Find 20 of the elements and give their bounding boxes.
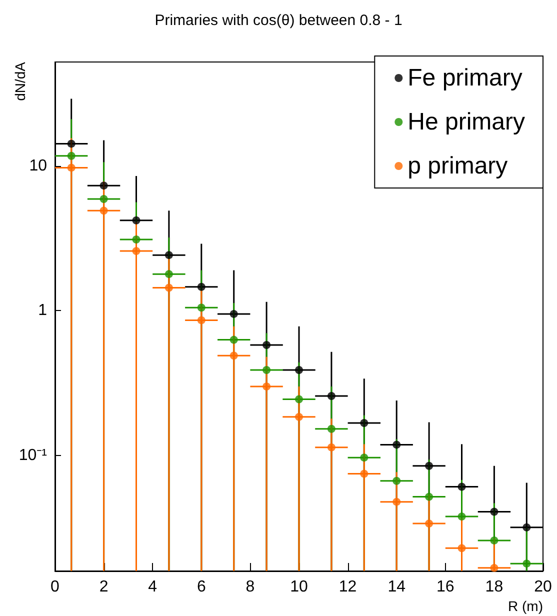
chart-title: Primaries with cos(θ) between 0.8 - 1 <box>154 12 402 29</box>
x-tick-label: 16 <box>436 578 454 596</box>
y-tick-label: 1 <box>38 302 48 320</box>
x-tick-label: 20 <box>534 578 552 596</box>
x-tick-label: 10 <box>290 578 308 596</box>
x-tick-label: 0 <box>50 578 60 596</box>
legend-label: He primary <box>408 108 526 136</box>
y-axis-title: dN/dA <box>12 61 28 101</box>
x-tick-label: 14 <box>388 578 406 596</box>
x-tick-label: 4 <box>148 578 158 596</box>
y-tick-label: 10 <box>29 157 48 174</box>
x-tick-label: 6 <box>196 578 206 596</box>
legend-label: p primary <box>408 152 508 180</box>
legend-label: Fe primary <box>408 64 522 92</box>
x-tick-label: 8 <box>246 578 255 596</box>
x-tick-label: 18 <box>485 578 504 596</box>
x-tick-label: 2 <box>99 578 108 596</box>
y-tick-label: 10⁻¹ <box>18 447 47 464</box>
x-axis-title: R (m) <box>508 598 543 614</box>
x-tick-label: 12 <box>338 578 357 596</box>
